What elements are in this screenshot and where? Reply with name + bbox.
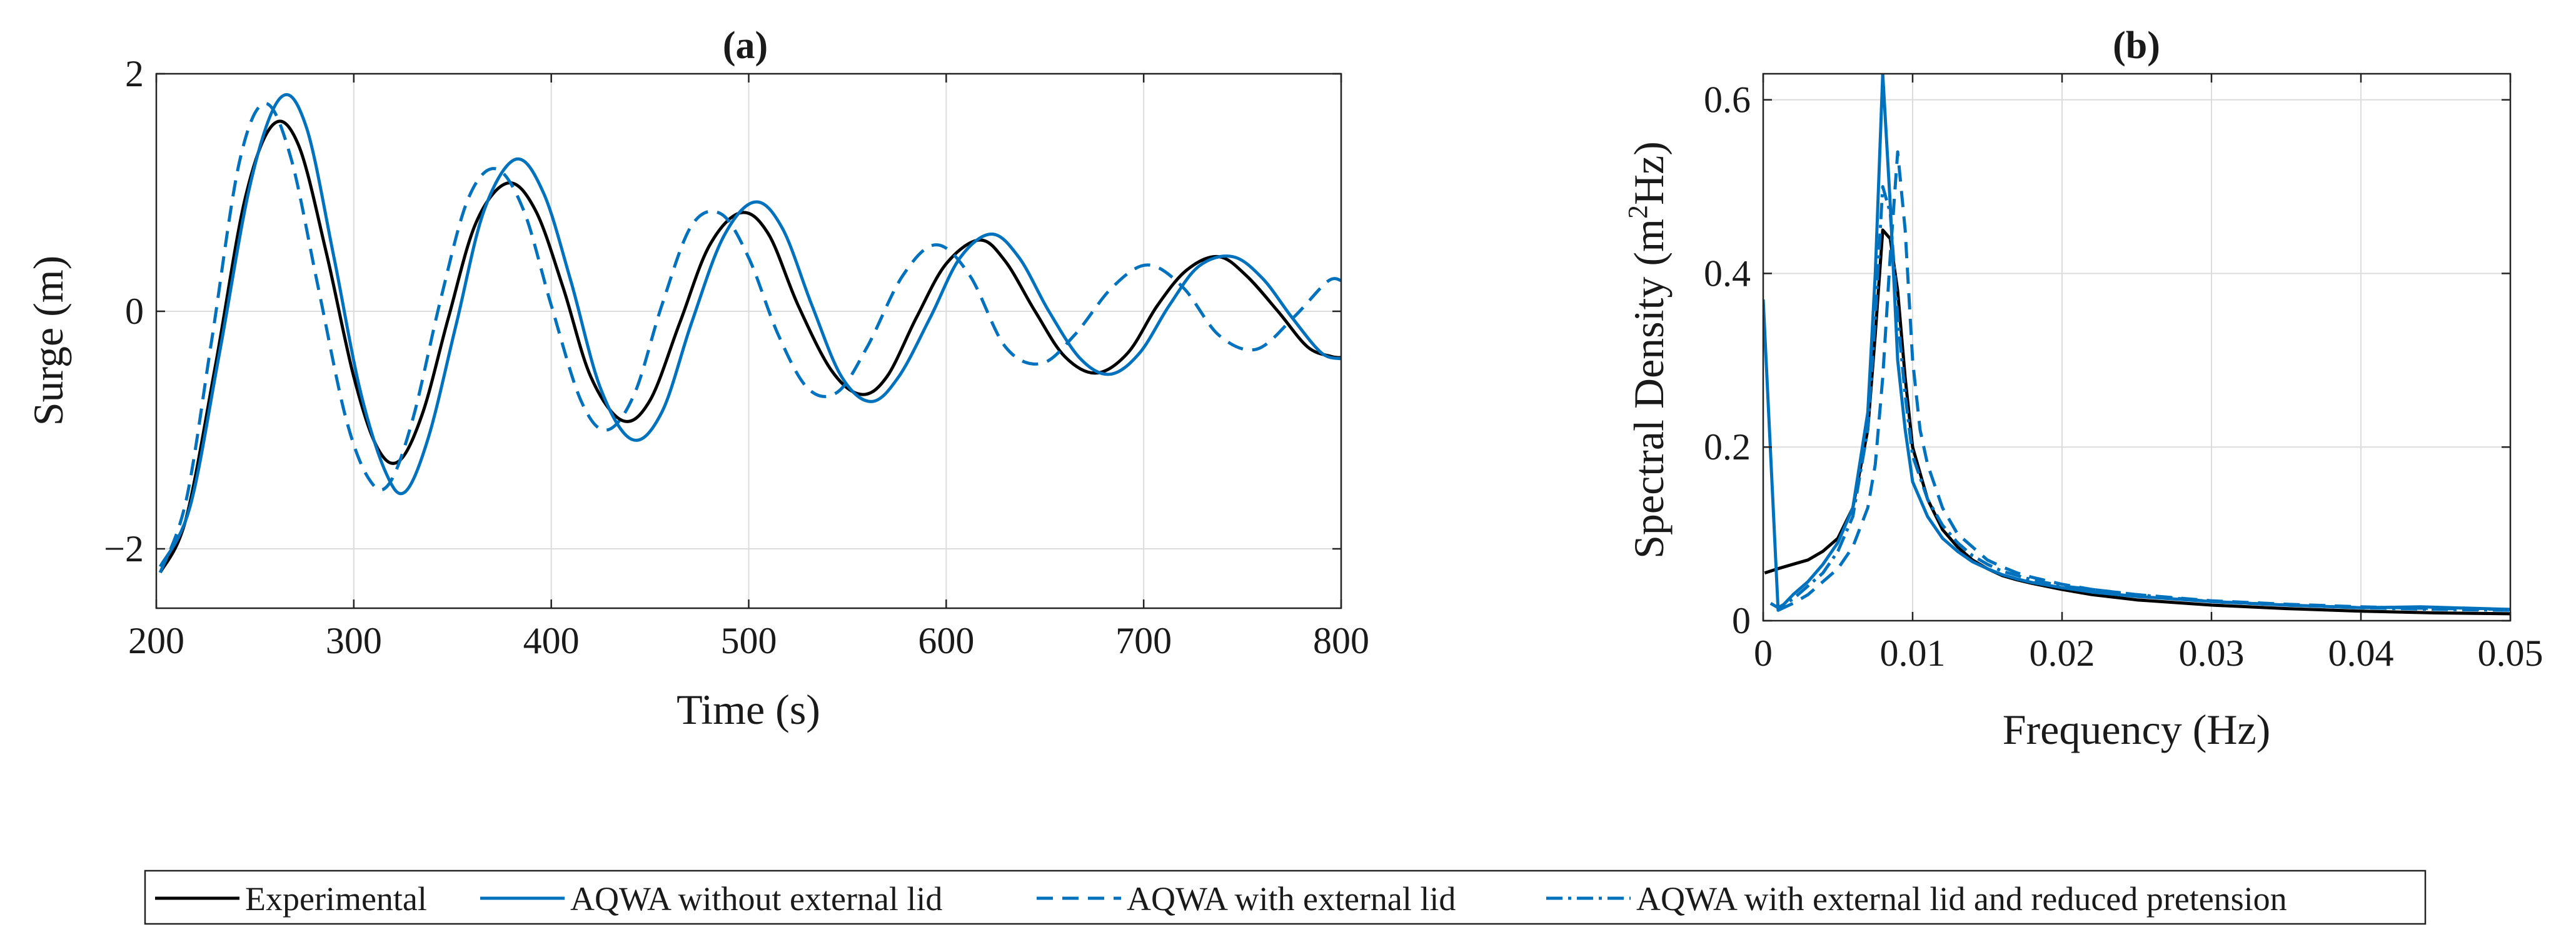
panel-a-title: (a) [723,24,768,67]
legend-label-aqwa-with-lid: AQWA with external lid [1127,880,1456,918]
panel-b-series-experimental [1764,228,2510,616]
panel-b-xtick-label-1: 0.01 [1880,633,1946,674]
panel-a-ytick-label-0: −2 [104,528,144,569]
panel-a-xtick-label-0: 200 [128,620,184,661]
panel-a-xtick-label-5: 700 [1115,620,1172,661]
panel-a-series-experimental [159,119,1341,574]
panel-b-title: (b) [2113,24,2160,67]
legend-label-experimental: Experimental [245,880,427,918]
legend-label-aqwa-reduced-pretension: AQWA with external lid and reduced prete… [1636,880,2287,918]
panel-b-xtick-label-3: 0.03 [2179,633,2245,674]
panel-b-spectral-density: (b) 0 0.01 0.02 0.03 0.04 0.05 0 0.2 0.4 0.6 Freq… [1623,24,2543,753]
panel-b-ytick-label-2: 0.4 [1704,253,1751,294]
legend-item-experimental: Experimental [155,880,427,918]
panel-b-series [1763,74,2510,616]
panel-a-xtick-label-4: 600 [918,620,974,661]
panel-b-ytick-label-1: 0.2 [1704,426,1751,468]
panel-b-xtick-label-5: 0.05 [2478,633,2543,674]
panel-a-xlabel: Time (s) [677,686,820,733]
panel-b-frame [1762,73,2512,622]
panel-b-ytick-label-3: 0.6 [1704,79,1751,121]
panel-b-xtick-label-2: 0.02 [2030,633,2095,674]
legend: Experimental AQWA without external lid A… [144,869,2427,925]
panel-a-ylabel: Surge (m) [24,256,72,426]
panel-b-ylabel-main: Spectral Density (m [1625,219,1673,559]
panel-b-xtick-label-0: 0 [1754,633,1773,674]
panel-b-xtick-label-4: 0.04 [2328,633,2394,674]
panel-a-ytick-label-2: 2 [125,53,144,94]
panel-b-xlabel: Frequency (Hz) [2003,706,2271,753]
panel-b-ylabel-sup: 2 [1623,205,1653,219]
panel-a-series [158,93,1341,574]
panel-b-series-aqwa-with-external-lid [1777,150,2510,612]
panel-b-ytick-label-0: 0 [1732,600,1751,641]
panel-a-xtick-label-3: 500 [721,620,777,661]
panel-a-xtick-label-6: 800 [1313,620,1369,661]
legend-item-aqwa-reduced-pretension: AQWA with external lid and reduced prete… [1546,880,2287,918]
panel-b-ylabel-unit: Hz) [1625,141,1673,205]
panel-a-series-aqwa-with-external-lid [158,102,1341,573]
panel-a-series-aqwa-without-external-lid [159,93,1341,568]
panel-a-xtick-label-2: 400 [523,620,580,661]
panel-a-ytick-label-1: 0 [125,291,144,332]
panel-b-ylabel: Spectral Density (m2Hz) [1623,141,1673,559]
panel-a-grid [156,73,1342,608]
legend-item-aqwa-without-lid: AQWA without external lid [480,880,942,918]
panel-a-surge-time: (a) 200 300 400 500 600 700 800 −2 0 2 Time (s) S… [24,24,1369,733]
legend-label-aqwa-without-lid: AQWA without external lid [570,880,942,918]
panel-a-xtick-label-1: 300 [326,620,382,661]
panel-b-ticks: 0 0.01 0.02 0.03 0.04 0.05 0 0.2 0.4 0.6 [1704,74,2543,674]
panel-a-ticks: 200 300 400 500 600 700 800 −2 0 2 [104,53,1369,661]
legend-item-aqwa-with-lid: AQWA with external lid [1037,880,1456,918]
